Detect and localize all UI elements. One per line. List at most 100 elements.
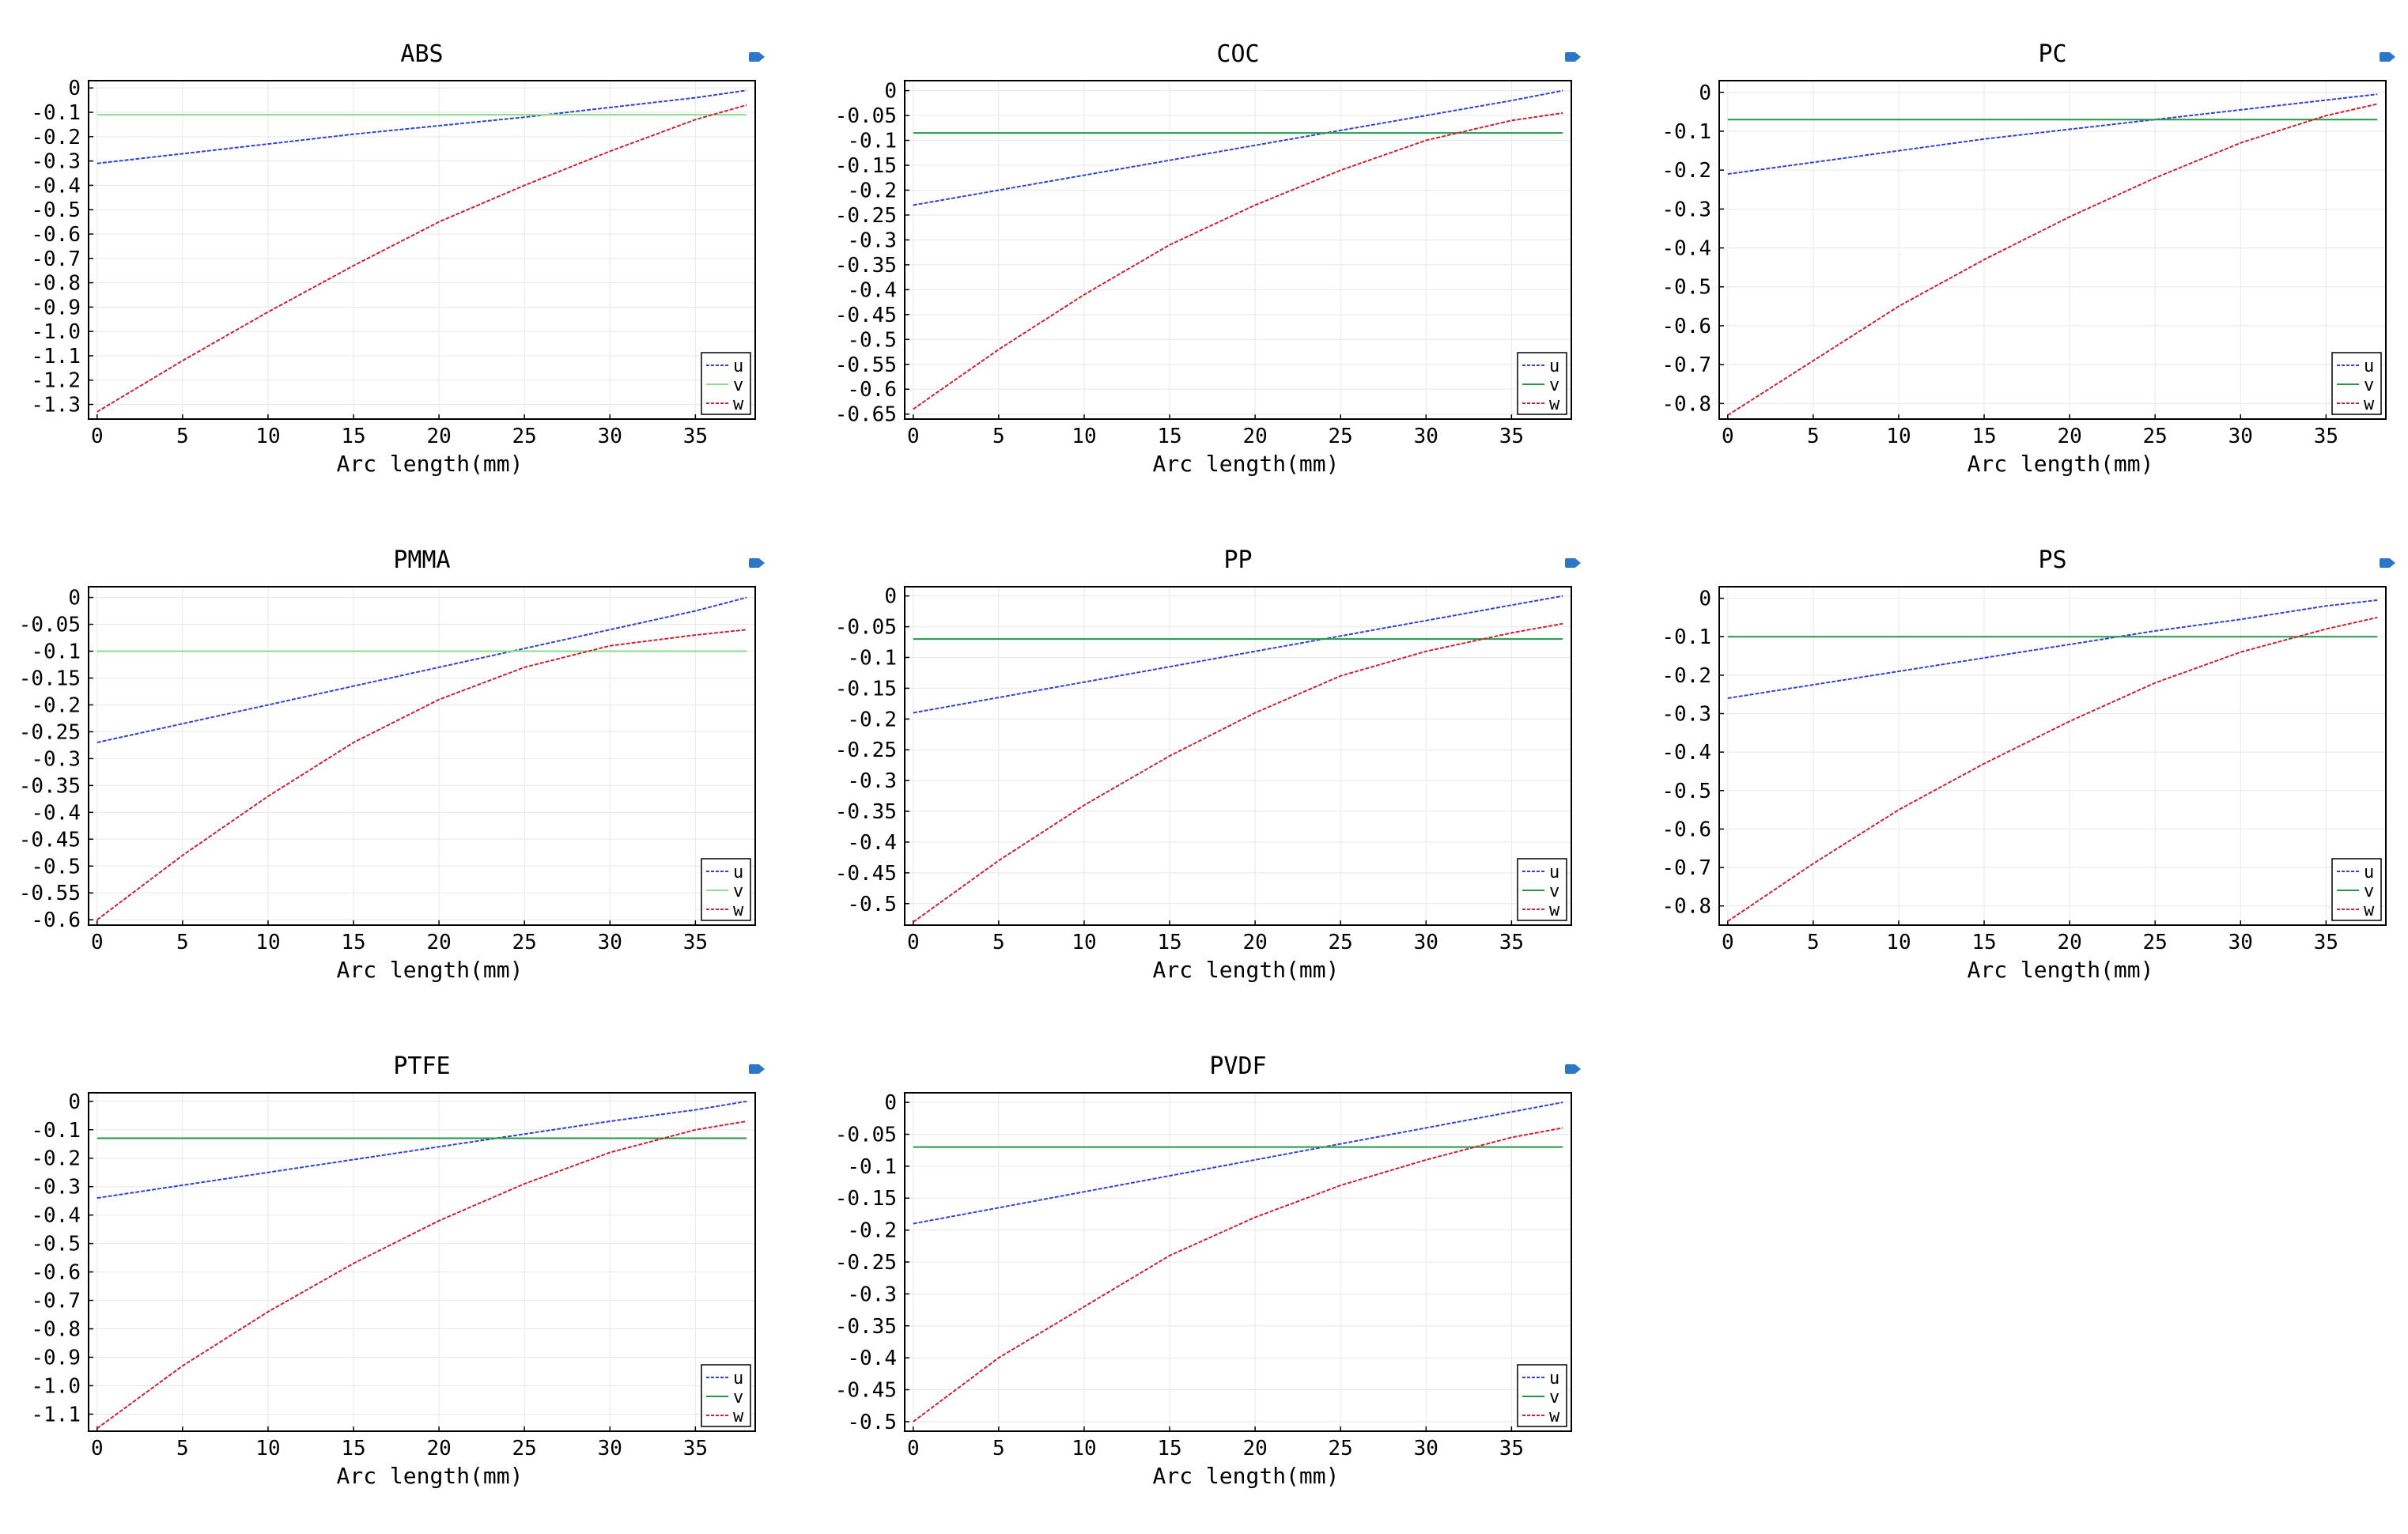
- export-icon[interactable]: [1565, 52, 1581, 62]
- y-tick-label: -1.3: [31, 394, 81, 418]
- plot-frame: [1718, 80, 2387, 420]
- x-axis-label: Arc length(mm): [1967, 957, 2153, 983]
- legend-label-w: w: [733, 901, 744, 920]
- x-tick-label: 35: [1499, 931, 1524, 954]
- plot-frame: [88, 1092, 756, 1432]
- chart-title: COC: [1216, 40, 1259, 68]
- y-tick-label: -0.5: [1661, 780, 1711, 803]
- y-tick-label: 0: [884, 585, 897, 609]
- y-tick-label: -0.5: [847, 328, 897, 352]
- export-icon[interactable]: [749, 1064, 765, 1074]
- chart-svg: PS 0 5 10 15 20 25 30 35 0 -0.1 -0.2 -0.3 -0.4 -0.5 -0.…: [1661, 546, 2395, 983]
- export-icon[interactable]: [2380, 52, 2395, 62]
- y-tick-label: -0.4: [31, 801, 81, 825]
- chart-svg: PVDF 0 5 10 15 20 25 30 35 0 -0.05 -0.1 -0.15 -0.2 -0.…: [835, 1052, 1581, 1489]
- y-tick-label: -0.25: [835, 204, 897, 228]
- y-tick-label: -0.4: [847, 1347, 897, 1370]
- x-tick-label: 0: [1722, 425, 1734, 448]
- x-tick-label: 10: [1072, 1437, 1096, 1460]
- export-icon[interactable]: [749, 558, 765, 568]
- y-tick-label: -0.9: [31, 1346, 81, 1370]
- legend-label-v: v: [733, 1388, 743, 1407]
- y-tick-label: -0.2: [847, 1219, 897, 1243]
- y-tick-label: -0.1: [847, 646, 897, 670]
- x-tick-label: 20: [1242, 931, 1267, 954]
- series-line-u: [96, 596, 747, 743]
- x-tick-label: 35: [683, 425, 708, 448]
- x-tick-label: 5: [176, 931, 189, 954]
- y-tick-label: -0.3: [1661, 703, 1711, 727]
- y-tick-label: -0.35: [835, 254, 897, 278]
- x-tick-label: 25: [2143, 931, 2168, 954]
- y-tick-label: -0.4: [847, 278, 897, 302]
- y-tick-label: -0.5: [847, 1411, 897, 1434]
- series-line-u: [96, 89, 747, 164]
- x-tick-label: 35: [683, 931, 708, 954]
- legend-label-u: u: [1549, 863, 1559, 882]
- plot-frame: [904, 586, 1572, 926]
- x-tick-label: 30: [2228, 931, 2253, 954]
- y-tick-label: -0.2: [1661, 664, 1711, 688]
- x-tick-label: 10: [255, 425, 280, 448]
- x-tick-label: 5: [176, 425, 189, 448]
- x-tick-label: 15: [1971, 425, 1996, 448]
- x-tick-label: 25: [512, 1437, 537, 1460]
- y-tick-label: -0.05: [835, 616, 897, 640]
- legend-label-u: u: [1549, 1369, 1559, 1389]
- x-tick-label: 20: [1242, 425, 1267, 448]
- x-tick-label: 0: [91, 425, 104, 448]
- export-icon[interactable]: [1565, 558, 1581, 568]
- x-axis-label: Arc length(mm): [336, 451, 523, 477]
- y-tick-label: -0.6: [847, 378, 897, 402]
- x-tick-label: 30: [598, 425, 622, 448]
- legend-label-v: v: [733, 882, 743, 901]
- y-tick-label: -0.35: [835, 800, 897, 824]
- legend-label-w: w: [2364, 395, 2375, 414]
- series-line-w: [96, 629, 747, 920]
- x-tick-label: 35: [1499, 1437, 1524, 1460]
- chart-svg: PC 0 5 10 15 20 25 30 35 0 -0.1 -0.2 -0.3 -0.4 -0.5 -0.…: [1661, 40, 2395, 477]
- plot-frame: [904, 1092, 1572, 1432]
- x-axis-label: Arc length(mm): [1967, 451, 2153, 477]
- series-line-w: [913, 622, 1563, 923]
- plot-frame: [88, 80, 756, 420]
- export-icon[interactable]: [749, 52, 765, 62]
- x-tick-label: 30: [1414, 1437, 1438, 1460]
- y-tick-label: -0.4: [1661, 237, 1711, 261]
- y-tick-label: -0.15: [835, 1187, 897, 1211]
- export-icon[interactable]: [1565, 1064, 1581, 1074]
- x-tick-label: 30: [598, 1437, 622, 1460]
- series-line-w: [1727, 616, 2378, 922]
- chart-svg: PMMA 0 5 10 15 20 25 30 35 0 -0.05 -0.1 -0.15 -0.2 -0.…: [19, 546, 765, 983]
- y-tick-label: -0.3: [31, 747, 81, 771]
- export-icon[interactable]: [2380, 558, 2395, 568]
- x-tick-label: 25: [512, 425, 537, 448]
- chart-title: ABS: [400, 40, 443, 68]
- y-tick-label: 0: [884, 1091, 897, 1115]
- y-tick-label: -0.1: [1661, 625, 1711, 649]
- x-tick-label: 5: [1807, 425, 1820, 448]
- legend-label-u: u: [2364, 863, 2374, 882]
- chart-title: PMMA: [393, 546, 450, 574]
- legend-label-v: v: [2364, 882, 2374, 901]
- x-tick-label: 10: [1072, 425, 1096, 448]
- legend: uvw: [1517, 1364, 1567, 1427]
- y-tick-label: 0: [68, 587, 81, 610]
- legend: uvw: [2331, 352, 2382, 415]
- chart-svg: PP 0 5 10 15 20 25 30 35 0 -0.05 -0.1 -0.15 -0.2 -0.25…: [835, 546, 1581, 983]
- x-axis-label: Arc length(mm): [336, 957, 523, 983]
- y-tick-label: -0.25: [19, 720, 81, 744]
- y-tick-label: -0.7: [31, 1290, 81, 1313]
- y-tick-label: -0.8: [1661, 895, 1711, 919]
- y-tick-label: -0.6: [31, 223, 81, 247]
- y-tick-label: -0.2: [847, 179, 897, 202]
- legend-label-v: v: [733, 376, 743, 395]
- x-tick-label: 5: [992, 931, 1005, 954]
- y-tick-label: -0.65: [835, 403, 897, 427]
- x-tick-label: 10: [1886, 425, 1911, 448]
- x-tick-label: 0: [1722, 931, 1734, 954]
- x-tick-label: 0: [91, 931, 104, 954]
- y-tick-label: -0.5: [1661, 276, 1711, 300]
- chart-panel-ptfe: PTFE 0 5 10 15 20 25 30 35 0 -0.1 -0.2 -0.3 -0.4 -0.5 -…: [0, 1044, 791, 1534]
